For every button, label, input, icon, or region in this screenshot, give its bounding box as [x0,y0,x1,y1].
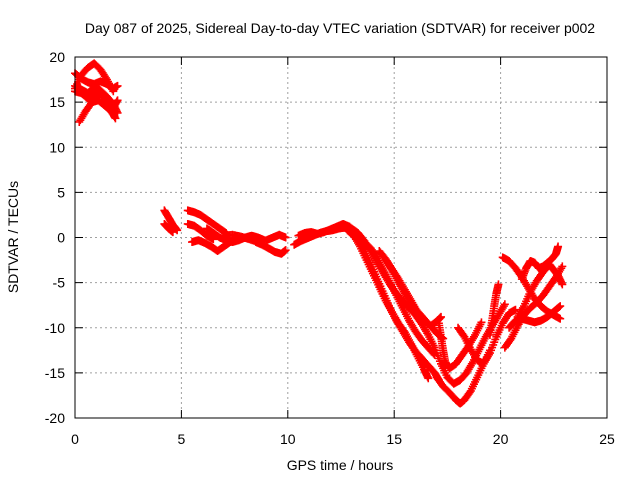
y-tick-label: -15 [45,365,65,381]
data-point-marker [429,349,438,358]
data-point-marker [437,312,446,321]
x-tick-label: 15 [386,431,402,447]
series-arc-m [251,238,290,258]
data-point-marker [554,242,563,251]
data-point-marker [555,302,564,311]
x-tick-labels: 0 5 10 15 20 25 [71,431,615,447]
series-arc-v [432,346,494,408]
data-point-marker [500,300,509,309]
x-tick-label: 0 [71,431,79,447]
data-point-marker [168,228,177,237]
data-point-marker [557,264,566,273]
data-point-marker [556,314,565,323]
series-arc-i [183,219,218,244]
series-arc-e [71,87,122,112]
data-point-marker [558,280,567,289]
series-arc-z [485,280,503,339]
data-point-marker [518,303,527,312]
y-tick-label: 5 [57,184,65,200]
data-point-marker [430,350,439,359]
data-point-marker [111,114,120,123]
y-tick-label: 15 [49,94,65,110]
x-tick-label: 5 [178,431,186,447]
x-tick-label: 20 [493,431,509,447]
data-point-marker [558,262,567,271]
x-tick-label: 25 [599,431,615,447]
y-tick-label: 10 [49,139,65,155]
data-point-marker [281,246,290,255]
series-arc-x [434,318,486,373]
x-tick-label: 10 [280,431,296,447]
data-point-marker [113,81,122,90]
y-tick-label: -20 [45,410,65,426]
chart-title: Day 087 of 2025, Sidereal Day-to-day VTE… [85,20,595,36]
series-arc-y [454,305,520,368]
data-point-marker [113,96,122,105]
y-axis-label: SDTVAR / TECUs [5,181,21,293]
data-point-marker [281,233,290,242]
series-arc-ae [517,242,563,284]
series-arc-f [160,206,182,235]
data-point-marker [499,302,508,311]
y-tick-label: 20 [49,49,65,65]
y-tick-label: 0 [57,230,65,246]
data-point-marker [477,318,486,327]
data-point-marker [556,302,565,311]
data-point-marker [355,240,364,249]
data-point-marker [484,350,493,359]
series-arc-d [75,96,120,126]
y-tick-label: -10 [45,320,65,336]
series-arc-s [360,238,439,359]
data-point-marker [424,374,433,383]
axis-ticks [74,56,608,419]
series-arc-ad [513,260,567,321]
data-points [71,59,567,408]
grid-lines [75,57,607,418]
y-tick-labels: -20 -15 -10 -5 0 5 10 15 20 [45,49,65,426]
data-point-marker [494,280,503,289]
series-arc-b [71,69,122,93]
series-arc-g [160,219,177,237]
x-axis-label: GPS time / hours [287,457,394,473]
y-tick-label: -5 [53,275,66,291]
